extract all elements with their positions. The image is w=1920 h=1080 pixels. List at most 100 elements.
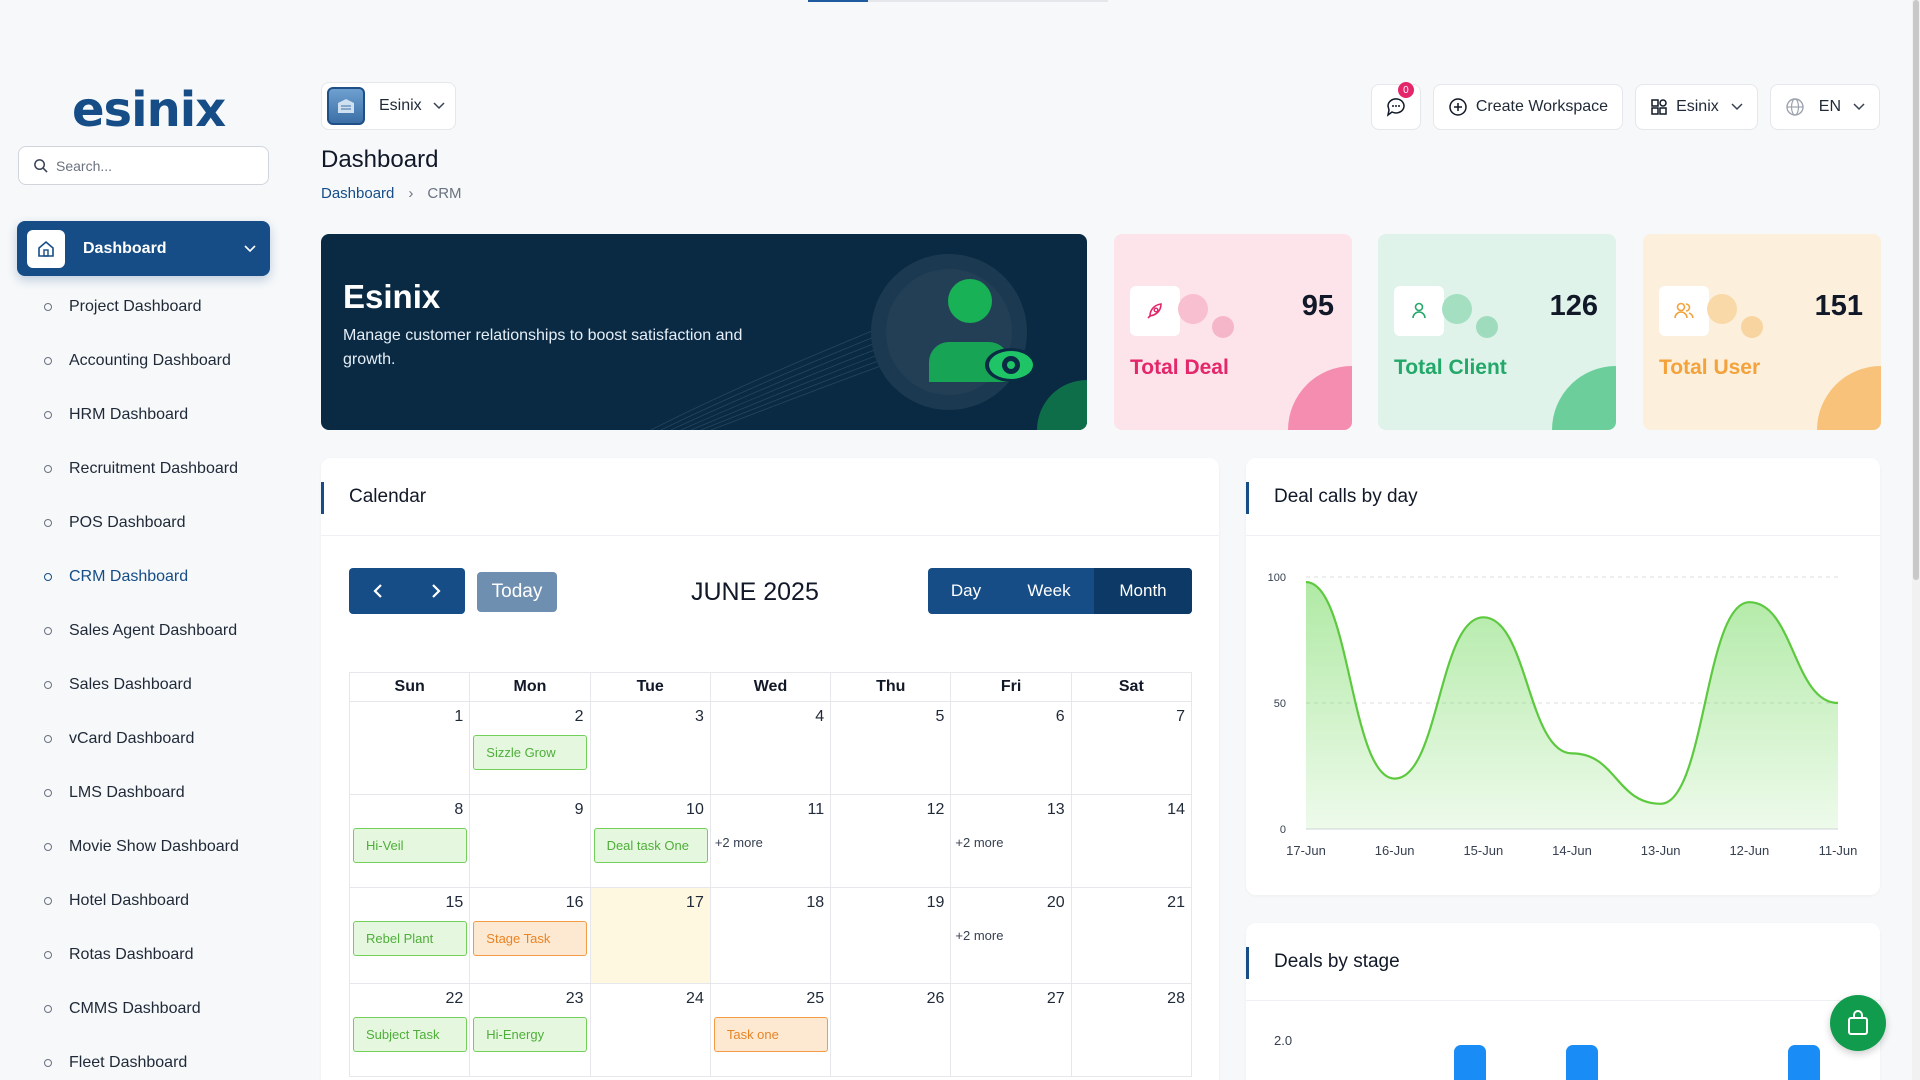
sidebar-item-dashboard[interactable]: Dashboard [17, 221, 270, 276]
calendar-day[interactable]: 11 +2 more [710, 795, 832, 888]
search-box[interactable] [18, 146, 269, 185]
sidebar-item-fleet-dashboard[interactable]: Fleet Dashboard [0, 1036, 290, 1080]
workspace-switcher[interactable]: Esinix [321, 82, 456, 130]
calendar-day[interactable]: 8 Hi-Veil [350, 795, 471, 888]
sidebar-item-label: CMMS Dashboard [69, 1000, 201, 1017]
calendar-week: 8 Hi-Veil 9 10 Deal task One 11 +2 more 12 13 +2 … [350, 795, 1192, 888]
sidebar-item-pos-dashboard[interactable]: POS Dashboard [0, 496, 290, 550]
next-month-button[interactable] [407, 568, 465, 614]
sidebar-item-label: Fleet Dashboard [69, 1054, 188, 1071]
breadcrumb-dashboard[interactable]: Dashboard [321, 185, 395, 202]
sidebar-item-cmms-dashboard[interactable]: CMMS Dashboard [0, 982, 290, 1036]
calendar-event[interactable]: Sizzle Grow [473, 735, 588, 770]
calendar-event[interactable]: Subject Task [353, 1017, 467, 1052]
calendar-event[interactable]: Rebel Plant [353, 921, 467, 956]
calendar-day[interactable]: 23 Hi-Energy [470, 984, 591, 1077]
chevron-down-icon [244, 244, 256, 252]
calendar-day[interactable]: 18 [710, 888, 832, 984]
calendar-day[interactable]: 2 Sizzle Grow [470, 702, 591, 795]
app-logo[interactable]: esinix [72, 82, 226, 138]
sidebar-item-hotel-dashboard[interactable]: Hotel Dashboard [0, 874, 290, 928]
sidebar-item-label: Project Dashboard [69, 298, 202, 315]
sidebar-item-label: Hotel Dashboard [69, 892, 190, 909]
search-input[interactable] [56, 157, 246, 174]
calendar-day[interactable]: 19 [831, 888, 952, 984]
day-number: 22 [445, 990, 464, 1007]
calendar-day[interactable]: 3 [590, 702, 711, 795]
create-workspace-button[interactable]: Create Workspace [1432, 84, 1624, 130]
prev-month-button[interactable] [349, 568, 407, 614]
calendar-day[interactable]: 15 Rebel Plant [350, 888, 471, 984]
calendar-day[interactable]: 5 [831, 702, 952, 795]
workspace-menu-button[interactable]: Esinix [1635, 84, 1758, 130]
calendar-day[interactable]: 17 [590, 888, 711, 984]
users-icon [1659, 286, 1709, 336]
bullet-icon [44, 897, 52, 905]
plus-circle-icon [1449, 98, 1467, 116]
stat-card-total-client[interactable]: 126 Total Client [1378, 234, 1616, 430]
calendar-day[interactable]: 6 [951, 702, 1072, 795]
calendar-event[interactable]: Hi-Energy [473, 1017, 588, 1052]
sidebar-item-sales-agent-dashboard[interactable]: Sales Agent Dashboard [0, 604, 290, 658]
calendar-day[interactable]: 24 [590, 984, 711, 1077]
more-events-link[interactable]: +2 more [955, 835, 1004, 850]
sidebar-item-hrm-dashboard[interactable]: HRM Dashboard [0, 388, 290, 442]
calendar-day[interactable]: 28 [1071, 984, 1192, 1077]
cart-button[interactable] [1830, 995, 1886, 1051]
stat-card-total-deal[interactable]: 95 Total Deal [1114, 234, 1352, 430]
sidebar: esinix Dashboard Project Dashboard Accoun… [0, 0, 290, 1080]
calendar-event[interactable]: Task one [713, 1017, 828, 1052]
calendar-week: 15 Rebel Plant 16 Stage Task 17 18 19 20 +2 more… [350, 888, 1192, 984]
calendar-day[interactable]: 10 Deal task One [590, 795, 711, 888]
sidebar-item-vcard-dashboard[interactable]: vCard Dashboard [0, 712, 290, 766]
sidebar-submenu: Project Dashboard Accounting Dashboard HRM… [0, 280, 290, 1080]
stat-label: Total Client [1394, 356, 1507, 379]
more-events-link[interactable]: +2 more [714, 835, 763, 850]
workspace-menu-label: Esinix [1676, 98, 1719, 115]
calendar-event[interactable]: Deal task One [593, 828, 708, 863]
sidebar-item-recruitment-dashboard[interactable]: Recruitment Dashboard [0, 442, 290, 496]
calendar-day[interactable]: 7 [1071, 702, 1192, 795]
view-day-button[interactable]: Day [950, 581, 982, 600]
calendar-day[interactable]: 26 [831, 984, 952, 1077]
calendar-event[interactable]: Stage Task [473, 921, 588, 956]
bullet-icon [44, 843, 52, 851]
globe-icon [1786, 98, 1804, 116]
view-month-button[interactable]: Month [1094, 568, 1192, 614]
page-scrollbar[interactable] [1912, 0, 1920, 1080]
today-button[interactable]: Today [477, 572, 557, 612]
calendar-day[interactable]: 16 Stage Task [470, 888, 591, 984]
stat-card-total-user[interactable]: 151 Total User [1643, 234, 1881, 430]
user-icon [1394, 286, 1444, 336]
more-events-link[interactable]: +2 more [955, 928, 1004, 943]
calendar-event[interactable]: Hi-Veil [353, 828, 467, 863]
calendar-day[interactable]: 20 +2 more [951, 888, 1072, 984]
x-tick-label: 12-Jun [1729, 843, 1769, 858]
sidebar-item-label: Sales Dashboard [69, 676, 192, 693]
sidebar-item-lms-dashboard[interactable]: LMS Dashboard [0, 766, 290, 820]
view-week-button[interactable]: Week [1027, 581, 1071, 600]
calendar-day[interactable]: 4 [710, 702, 832, 795]
calendar-day[interactable]: 14 [1071, 795, 1192, 888]
calendar-day[interactable]: 13 +2 more [951, 795, 1072, 888]
sidebar-item-sales-dashboard[interactable]: Sales Dashboard [0, 658, 290, 712]
day-number: 5 [935, 708, 945, 725]
calendar-day[interactable]: 27 [951, 984, 1072, 1077]
sidebar-item-rotas-dashboard[interactable]: Rotas Dashboard [0, 928, 290, 982]
sidebar-item-project-dashboard[interactable]: Project Dashboard [0, 280, 290, 334]
day-number: 3 [694, 708, 704, 725]
calendar-day[interactable]: 21 [1071, 888, 1192, 984]
calendar-day[interactable]: 25 Task one [710, 984, 832, 1077]
language-button[interactable]: EN [1769, 84, 1880, 130]
messages-button[interactable]: 0 [1370, 82, 1421, 130]
sidebar-item-accounting-dashboard[interactable]: Accounting Dashboard [0, 334, 290, 388]
sidebar-item-movie-show-dashboard[interactable]: Movie Show Dashboard [0, 820, 290, 874]
calendar-day[interactable]: 1 [350, 702, 471, 795]
shopping-bag-icon [1848, 1010, 1868, 1035]
sidebar-item-crm-dashboard[interactable]: CRM Dashboard [0, 550, 290, 604]
calendar-grid: Sun Mon Tue Wed Thu Fri Sat 1 2 Sizzle Grow 3 4 5 6 7 8… [349, 672, 1192, 1077]
day-number: 12 [926, 801, 945, 818]
calendar-day[interactable]: 12 [831, 795, 952, 888]
calendar-day[interactable]: 22 Subject Task [350, 984, 471, 1077]
calendar-day[interactable]: 9 [470, 795, 591, 888]
